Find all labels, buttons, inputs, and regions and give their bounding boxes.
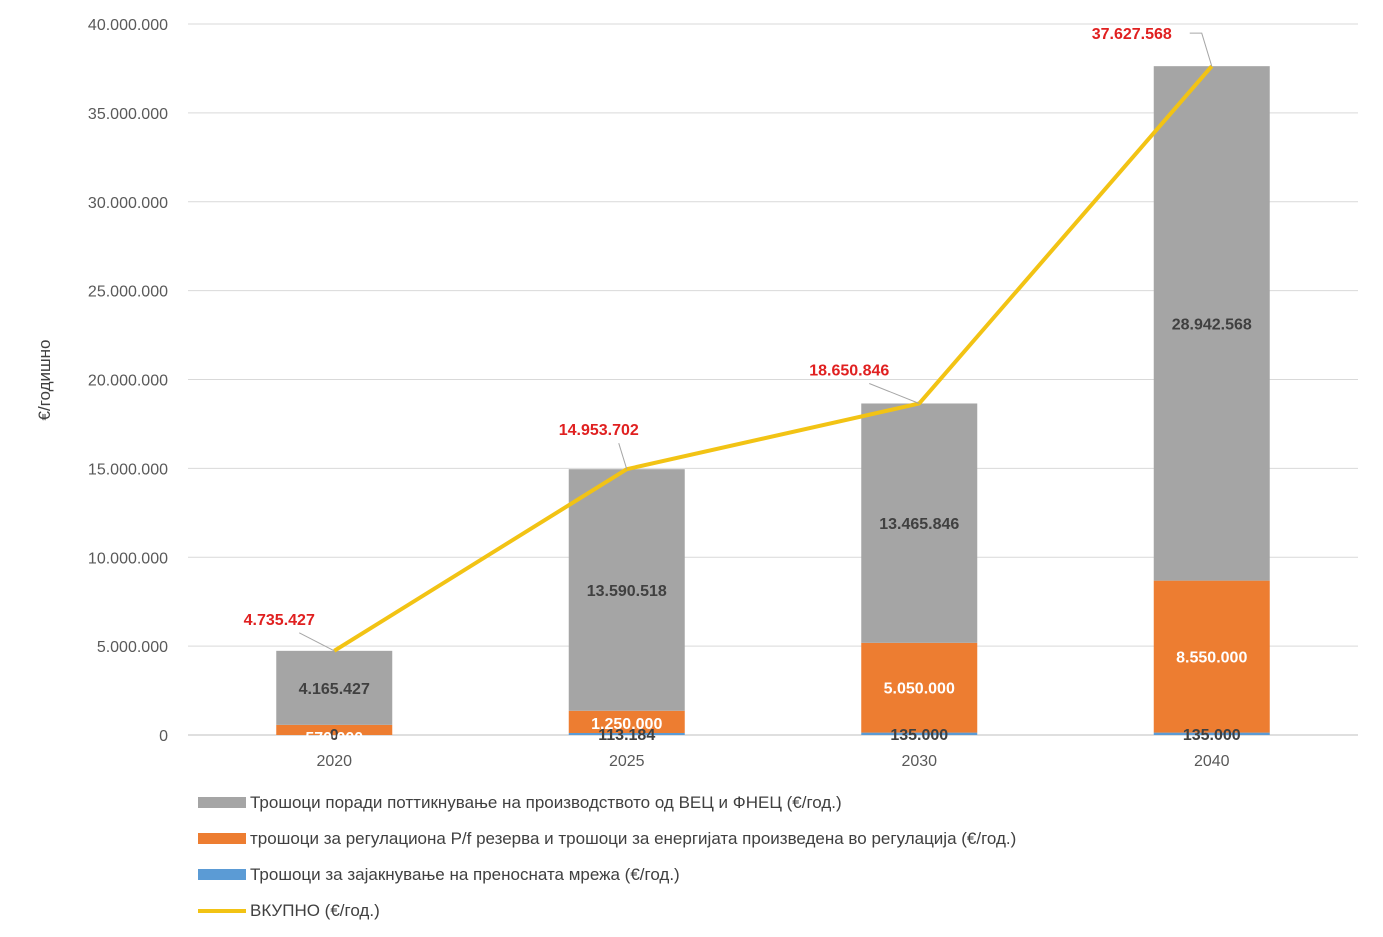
legend-label: трошоци за регулациона P/f резерва и тро…	[250, 829, 1016, 848]
bar-segment	[568, 469, 685, 711]
y-axis-label: €/годишно	[35, 340, 54, 421]
x-tick-label: 2025	[609, 753, 645, 770]
bar-value-label: 13.465.846	[879, 516, 959, 533]
legend-label: Трошоци поради поттикнување на производс…	[250, 793, 842, 812]
y-tick-label: 30.000.000	[88, 195, 168, 212]
legend-swatch	[198, 833, 246, 844]
bar-segment	[276, 724, 393, 735]
bar-segment	[1153, 732, 1270, 735]
total-line	[333, 64, 1214, 653]
bar-value-label: 4.165.427	[299, 681, 370, 698]
y-tick-label: 0	[159, 728, 168, 745]
total-value-label: 4.735.427	[244, 612, 315, 629]
legend-label: ВКУПНО (€/год.)	[250, 901, 380, 920]
bar-segment	[1153, 66, 1270, 581]
legend-item: Трошоци поради поттикнување на производс…	[198, 793, 842, 812]
bar-value-label: 5.050.000	[884, 681, 955, 698]
legend-item: трошоци за регулациона P/f резерва и тро…	[198, 829, 1016, 848]
leader-line	[618, 443, 628, 470]
bars	[276, 66, 1270, 735]
legend-swatch	[198, 869, 246, 880]
total-line-path	[333, 64, 1214, 653]
bar-value-label: 570.000	[305, 730, 363, 747]
y-tick-label: 5.000.000	[97, 639, 168, 656]
x-tick-label: 2030	[901, 753, 937, 770]
legend-swatch	[198, 797, 246, 808]
bar-value-label: 1.250.000	[591, 716, 662, 733]
leader-line	[1189, 32, 1213, 67]
y-axis-ticks: 0 5.000.000 10.000.000 15.000.000 20.000.000…	[88, 17, 168, 745]
leader-lines	[299, 32, 1213, 652]
y-tick-label: 10.000.000	[88, 550, 168, 567]
bar-value-label: 13.590.518	[587, 583, 667, 600]
x-axis-ticks: 2020 2025 2030 2040	[316, 753, 1229, 770]
gridlines	[188, 23, 1358, 736]
bar-segment	[568, 710, 685, 733]
x-tick-label: 2020	[316, 753, 352, 770]
bar-segment	[276, 650, 393, 725]
x-tick-label: 2040	[1194, 753, 1230, 770]
bar-segment	[1153, 580, 1270, 733]
legend-item: ВКУПНО (€/год.)	[198, 901, 380, 920]
bar-value-label: 135.000	[1183, 727, 1241, 744]
leader-line	[299, 632, 335, 652]
bar-value-label: 0	[330, 727, 339, 744]
bar-segment	[861, 642, 978, 733]
bar-value-label: 113.184	[598, 727, 655, 744]
total-labels: 4.735.427 14.953.702 18.650.846 37.627.568	[244, 26, 1172, 629]
y-tick-label: 40.000.000	[88, 17, 168, 34]
legend: Трошоци поради поттикнување на производс…	[198, 793, 1016, 920]
total-value-label: 37.627.568	[1092, 26, 1172, 43]
bar-value-label: 8.550.000	[1176, 650, 1247, 667]
y-tick-label: 35.000.000	[88, 106, 168, 123]
bar-value-label: 28.942.568	[1172, 316, 1252, 333]
bar-segment	[861, 403, 978, 643]
legend-item: Трошоци за зајакнување на преносната мре…	[198, 865, 680, 884]
y-tick-label: 25.000.000	[88, 284, 168, 301]
legend-label: Трошоци за зајакнување на преносната мре…	[250, 865, 680, 884]
total-value-label: 14.953.702	[559, 422, 639, 439]
y-tick-label: 20.000.000	[88, 373, 168, 390]
bar-segment	[861, 732, 978, 735]
leader-line	[869, 383, 920, 404]
bar-segment	[568, 732, 685, 735]
bar-value-label: 135.000	[890, 727, 948, 744]
y-tick-label: 15.000.000	[88, 461, 168, 478]
total-value-label: 18.650.846	[809, 362, 889, 379]
